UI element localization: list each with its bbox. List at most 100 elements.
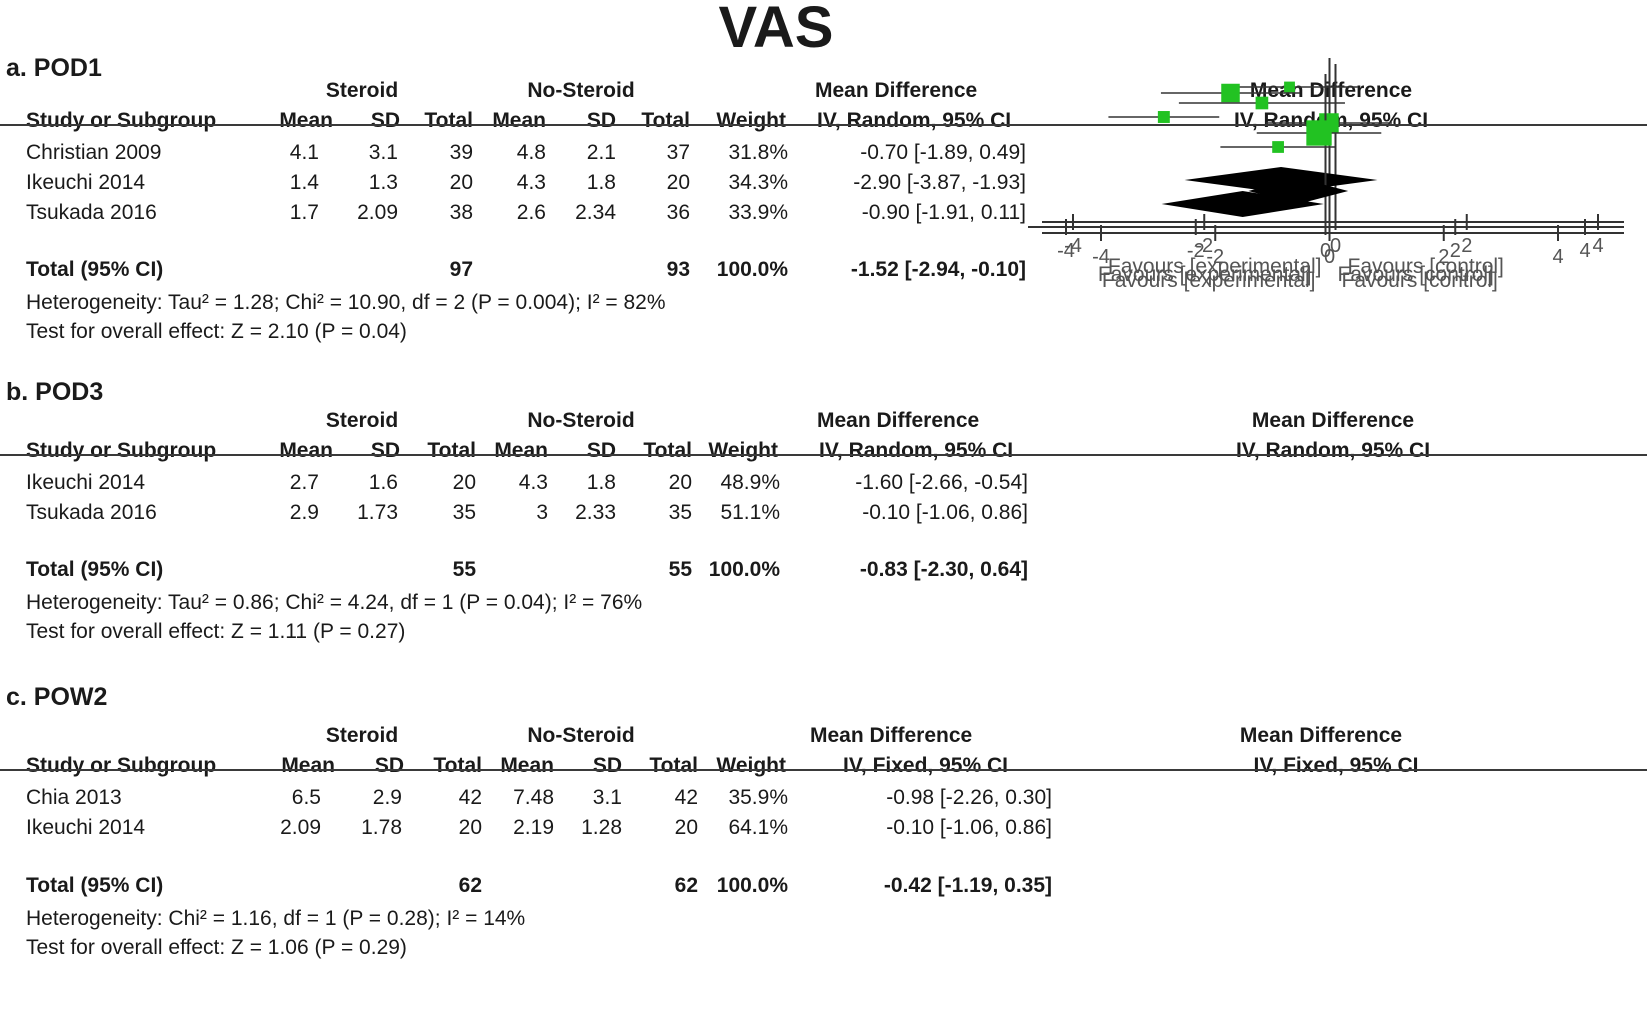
favours-left: Favours [experimental] [1108, 255, 1322, 278]
cell-ctrl-mean: 2.6 [516, 201, 546, 224]
group-header-steroid: Steroid [325, 79, 399, 102]
study-name: Ikeuchi 2014 [26, 816, 146, 839]
panel-label: b. POD3 [6, 378, 104, 406]
cell-exp-mean: 4.1 [289, 141, 319, 164]
cell-weight: 51.1% [720, 501, 780, 524]
cell-weight: 48.9% [720, 471, 780, 494]
cell-weight: 64.1% [728, 816, 788, 839]
header-mean-difference: Mean Difference [815, 79, 978, 102]
total-ctrl: 55 [668, 558, 692, 581]
figure-title: VAS [718, 0, 834, 60]
overall-effect-text: Test for overall effect: Z = 1.11 (P = 0… [26, 620, 406, 643]
cell-ctrl-total: 20 [666, 171, 690, 194]
cell-ctrl-sd: 2.33 [575, 501, 616, 524]
cell-ci: -1.60 [-2.66, -0.54] [855, 471, 1028, 494]
plot-header-mean-difference: Mean Difference [1251, 409, 1415, 432]
group-header-steroid: Steroid [325, 409, 399, 432]
study-name: Tsukada 2016 [26, 201, 157, 224]
x-tick-label: -4 [1057, 240, 1075, 262]
forest-panel: b. POD3 Steroid No-Steroid Mean Difference M… [0, 380, 1647, 720]
panel-label: c. POW2 [6, 683, 108, 711]
total-ci: -1.52 [-2.94, -0.10] [850, 258, 1026, 281]
panel-label: a. POD1 [6, 54, 102, 82]
cell-ci: -0.90 [-1.91, 0.11] [861, 201, 1026, 224]
cell-exp-total: 39 [449, 141, 473, 164]
group-header-nosteroid: No-Steroid [527, 409, 635, 432]
total-weight: 100.0% [716, 258, 788, 281]
favours-left: Favours [experimental] [1098, 263, 1312, 286]
favours-right: Favours [control] [1342, 269, 1498, 292]
cell-ci: -0.70 [-1.89, 0.49] [860, 141, 1026, 164]
cell-ctrl-total: 35 [668, 501, 692, 524]
cell-ci: -0.98 [-2.26, 0.30] [886, 786, 1052, 809]
x-tick-label: 0 [1324, 246, 1335, 268]
cell-ctrl-mean: 4.3 [518, 471, 548, 494]
cell-ctrl-total: 36 [666, 201, 690, 224]
cell-ctrl-sd: 1.28 [581, 816, 622, 839]
cell-ctrl-sd: 1.8 [586, 171, 616, 194]
group-header-steroid: Steroid [325, 724, 399, 747]
cell-exp-total: 20 [452, 471, 476, 494]
study-point [1157, 111, 1170, 123]
total-label: Total (95% CI) [26, 558, 164, 581]
study-name: Chia 2013 [26, 786, 122, 809]
cell-ctrl-total: 37 [666, 141, 690, 164]
cell-exp-mean: 6.5 [291, 786, 321, 809]
favours-left: Favours [experimental] [1102, 269, 1316, 292]
cell-exp-sd: 1.78 [361, 816, 402, 839]
overall-effect-text: Test for overall effect: Z = 1.06 (P = 0… [26, 936, 407, 959]
cell-exp-sd: 1.3 [368, 171, 398, 194]
header-rule [0, 769, 1647, 771]
x-tick-label: 4 [1592, 235, 1603, 257]
cell-weight: 35.9% [728, 786, 788, 809]
cell-ci: -2.90 [-3.87, -1.93] [853, 171, 1026, 194]
cell-exp-total: 42 [458, 786, 482, 809]
study-name: Ikeuchi 2014 [26, 171, 146, 194]
header-mean-difference: Mean Difference [817, 409, 980, 432]
study-point [1255, 96, 1269, 110]
cell-exp-sd: 1.6 [368, 471, 398, 494]
forest-plot: -4 -2 0 2 4 Favours [experimental] Favours [co… [1042, 64, 1624, 278]
study-name: Ikeuchi 2014 [26, 471, 146, 494]
cell-ctrl-mean: 4.3 [516, 171, 546, 194]
forest-panel: c. POW2 Steroid No-Steroid Mean Difference M… [0, 685, 1647, 1025]
header-rule [0, 124, 1647, 126]
total-diamond [1248, 178, 1349, 204]
cell-ctrl-sd: 1.8 [586, 471, 616, 494]
x-tick-label: 4 [1579, 240, 1590, 262]
cell-ctrl-sd: 3.1 [592, 786, 622, 809]
total-ci: -0.42 [-1.19, 0.35] [883, 874, 1052, 897]
cell-ctrl-mean: 7.48 [513, 786, 554, 809]
study-name: Christian 2009 [26, 141, 162, 164]
cell-weight: 34.3% [728, 171, 788, 194]
cell-exp-sd: 3.1 [368, 141, 398, 164]
heterogeneity-text: Heterogeneity: Tau² = 0.86; Chi² = 4.24,… [26, 591, 643, 614]
cell-exp-sd: 2.9 [372, 786, 402, 809]
total-ci: -0.83 [-2.30, 0.64] [859, 558, 1028, 581]
cell-weight: 33.9% [728, 201, 788, 224]
cell-ctrl-sd: 2.34 [575, 201, 616, 224]
cell-exp-total: 20 [449, 171, 473, 194]
cell-exp-mean: 2.7 [289, 471, 319, 494]
cell-exp-total: 38 [449, 201, 473, 224]
x-tick-label: 0 [1320, 240, 1331, 262]
favours-right: Favours [control] [1348, 255, 1504, 278]
total-weight: 100.0% [708, 558, 780, 581]
cell-ctrl-sd: 2.1 [586, 141, 616, 164]
cell-ctrl-total: 20 [674, 816, 698, 839]
x-tick-label: 0 [1330, 235, 1341, 257]
x-tick-label: 4 [1552, 246, 1563, 268]
cell-exp-sd: 1.73 [357, 501, 398, 524]
total-label: Total (95% CI) [26, 258, 164, 281]
forest-panel: a. POD1 Steroid No-Steroid Mean Difference M… [0, 56, 1647, 396]
study-point [1284, 81, 1295, 93]
heterogeneity-text: Heterogeneity: Tau² = 1.28; Chi² = 10.90… [26, 291, 666, 314]
total-weight: 100.0% [716, 874, 788, 897]
cell-exp-total: 35 [452, 501, 476, 524]
favours-right: Favours [control] [1338, 263, 1494, 286]
cell-exp-mean: 2.9 [289, 501, 319, 524]
study-point [1272, 141, 1284, 153]
cell-ctrl-mean: 3 [536, 501, 548, 524]
study-name: Tsukada 2016 [26, 501, 157, 524]
forest-plot: -4 -2 0 2 4 Favours [experimental] Favours [co… [1028, 74, 1624, 286]
